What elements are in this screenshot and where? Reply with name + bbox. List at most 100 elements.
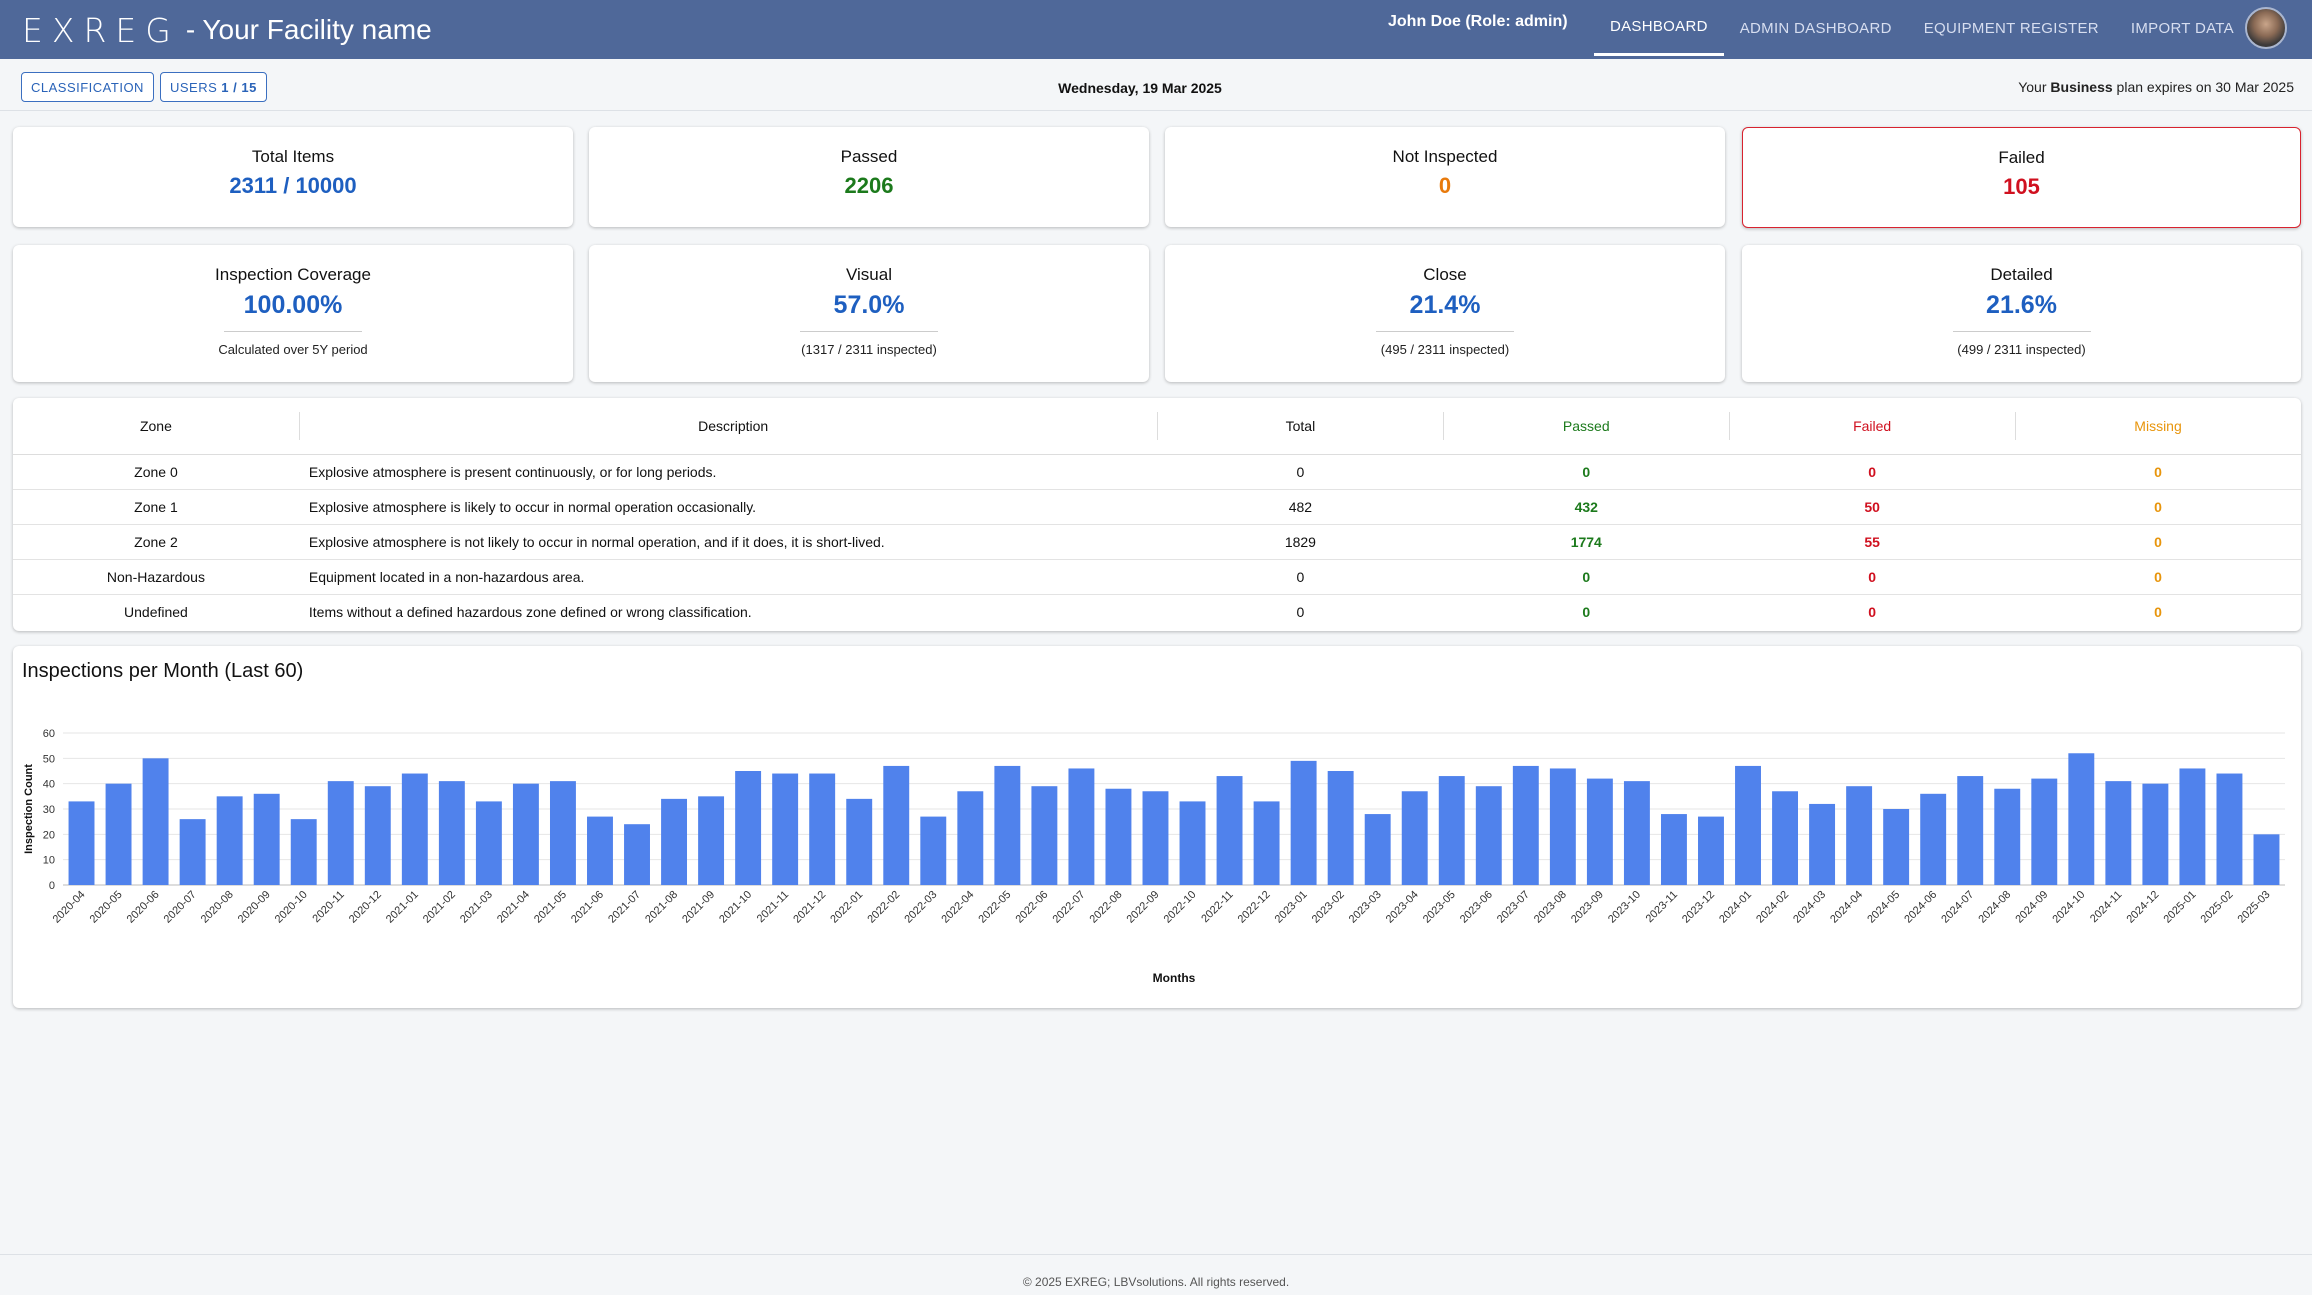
x-tick-label: 2025-01 (2162, 889, 2199, 926)
bar-2023-07[interactable] (1512, 765, 1539, 885)
bar-2024-04[interactable] (1846, 786, 1873, 885)
app-header: EXREG - Your Facility name John Doe (Rol… (0, 0, 2312, 59)
bar-2023-09[interactable] (1586, 778, 1613, 885)
bar-2024-08[interactable] (1994, 788, 2021, 885)
nav-admin-dashboard[interactable]: ADMIN DASHBOARD (1739, 19, 1892, 37)
x-tick-label: 2023-06 (1458, 889, 1495, 926)
bar-2025-02[interactable] (2216, 773, 2243, 885)
bar-2025-01[interactable] (2179, 768, 2206, 885)
users-button[interactable]: USERS 1 / 15 (160, 72, 267, 102)
bar-2024-11[interactable] (2105, 781, 2132, 885)
bar-2022-06[interactable] (1031, 786, 1058, 885)
bar-2021-10[interactable] (735, 771, 762, 885)
bar-2022-05[interactable] (994, 765, 1021, 885)
cell-description: Items without a defined hazardous zone d… (308, 603, 752, 620)
bar-2021-01[interactable] (401, 773, 428, 885)
table-row[interactable]: Zone 0 Explosive atmosphere is present c… (13, 454, 2301, 490)
bar-2023-08[interactable] (1549, 768, 1576, 885)
cell-description: Explosive atmosphere is likely to occur … (298, 489, 1158, 525)
classification-button[interactable]: CLASSIFICATION (21, 72, 154, 102)
bar-2021-07[interactable] (624, 824, 650, 885)
bar-2023-10[interactable] (1623, 781, 1650, 885)
failed-card: Failed 105 (1742, 127, 2301, 228)
bar-2021-08[interactable] (661, 798, 688, 885)
bar-2024-03[interactable] (1809, 803, 1836, 885)
col-zone[interactable]: Zone (13, 398, 299, 455)
x-axis-label: Months (1153, 971, 1196, 985)
card-title: Failed (1998, 148, 2045, 167)
bar-2023-06[interactable] (1475, 786, 1502, 885)
bar-2020-08[interactable] (216, 796, 243, 885)
bar-2022-08[interactable] (1105, 788, 1132, 885)
bar-2023-04[interactable] (1401, 791, 1428, 885)
x-tick-label: 2021-09 (680, 889, 717, 926)
nav-equipment-register[interactable]: EQUIPMENT REGISTER (1923, 19, 2099, 37)
x-tick-label: 2024-12 (2124, 889, 2161, 926)
bar-2021-02[interactable] (438, 781, 465, 885)
bar-2024-02[interactable] (1772, 791, 1799, 885)
bar-2024-06[interactable] (1920, 793, 1947, 885)
bar-2022-03[interactable] (920, 816, 947, 885)
bar-2024-10[interactable] (2068, 753, 2095, 885)
bar-2023-02[interactable] (1327, 771, 1354, 885)
bar-2022-12[interactable] (1253, 801, 1280, 885)
col-total[interactable]: Total (1157, 398, 1444, 455)
col-description[interactable]: Description (298, 398, 1158, 455)
bar-2021-03[interactable] (475, 801, 502, 885)
cell-total: 1829 (1157, 524, 1444, 560)
bar-2022-09[interactable] (1142, 791, 1169, 885)
brand[interactable]: EXREG - Your Facility name (22, 7, 432, 53)
bar-2024-09[interactable] (2031, 778, 2058, 885)
bar-2024-07[interactable] (1957, 776, 1984, 885)
bar-2020-04[interactable] (68, 801, 95, 885)
users-count: 1 / 15 (221, 79, 257, 95)
bar-2022-01[interactable] (846, 798, 873, 885)
bar-2022-02[interactable] (883, 765, 910, 885)
bar-2022-10[interactable] (1179, 801, 1206, 885)
bar-2022-04[interactable] (957, 791, 984, 885)
col-missing[interactable]: Missing (2015, 398, 2301, 455)
table-row[interactable]: Zone 2 Explosive atmosphere is not likel… (13, 524, 2301, 560)
bar-2024-05[interactable] (1883, 809, 1910, 885)
x-tick-label: 2021-07 (606, 889, 643, 926)
nav-import-data[interactable]: IMPORT DATA (2130, 19, 2234, 37)
bar-2022-07[interactable] (1068, 768, 1095, 885)
bar-2020-09[interactable] (253, 793, 280, 885)
bar-2020-10[interactable] (290, 819, 317, 885)
cell-passed: 1774 (1443, 524, 1730, 560)
bar-2024-12[interactable] (2142, 783, 2169, 885)
col-passed[interactable]: Passed (1443, 398, 1730, 455)
bar-2021-09[interactable] (698, 796, 725, 885)
nav-dashboard[interactable]: DASHBOARD (1594, 0, 1724, 56)
bar-2020-05[interactable] (105, 783, 132, 885)
x-tick-label: 2023-11 (1644, 889, 1680, 925)
exreg-logo[interactable]: EXREG (22, 10, 180, 50)
bar-2022-11[interactable] (1216, 776, 1243, 885)
bar-2021-12[interactable] (809, 773, 836, 885)
x-tick-label: 2023-07 (1495, 889, 1532, 926)
bar-2023-05[interactable] (1438, 776, 1465, 885)
bar-2021-04[interactable] (512, 783, 539, 885)
bar-2023-11[interactable] (1660, 814, 1687, 885)
col-failed[interactable]: Failed (1729, 398, 2016, 455)
table-row[interactable]: Undefined Items without a defined hazard… (13, 594, 2301, 629)
x-tick-label: 2023-02 (1310, 889, 1347, 926)
x-tick-label: 2024-06 (1902, 889, 1939, 926)
bar-2023-03[interactable] (1364, 814, 1391, 885)
bar-2020-12[interactable] (364, 786, 391, 885)
bar-2020-11[interactable] (327, 781, 354, 885)
bar-2020-06[interactable] (142, 758, 169, 885)
table-row[interactable]: Non-Hazardous Equipment located in a non… (13, 559, 2301, 595)
bar-2020-07[interactable] (179, 819, 206, 885)
bar-2023-01[interactable] (1290, 760, 1317, 885)
x-tick-label: 2022-05 (976, 889, 1013, 926)
bar-2021-05[interactable] (549, 781, 576, 885)
bar-2024-01[interactable] (1735, 765, 1761, 885)
x-tick-label: 2020-08 (199, 889, 236, 926)
bar-2023-12[interactable] (1698, 816, 1724, 885)
bar-2021-06[interactable] (587, 816, 613, 885)
bar-2025-03[interactable] (2253, 834, 2280, 885)
table-row[interactable]: Zone 1 Explosive atmosphere is likely to… (13, 489, 2301, 525)
avatar[interactable] (2245, 7, 2287, 49)
bar-2021-11[interactable] (772, 773, 799, 885)
